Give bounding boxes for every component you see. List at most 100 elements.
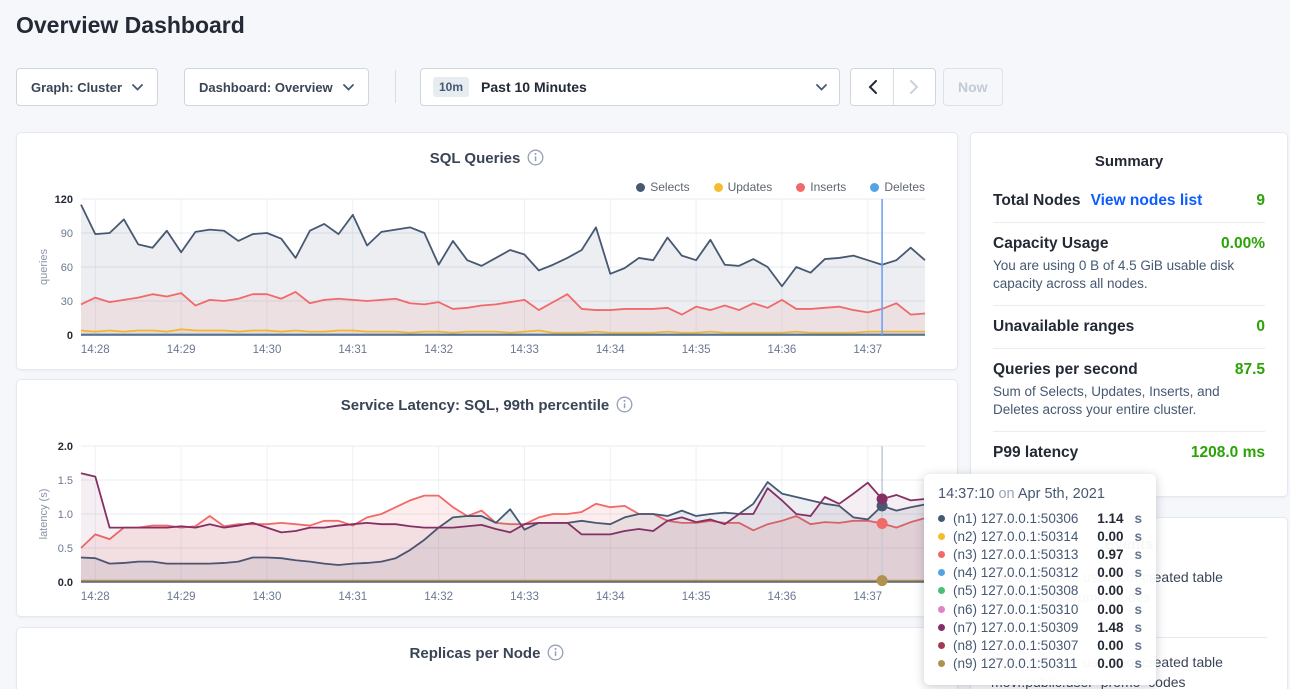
time-prev-button[interactable] <box>851 69 893 105</box>
graph-dropdown[interactable]: Graph: Cluster <box>16 68 159 106</box>
svg-text:14:33: 14:33 <box>510 344 539 356</box>
chevron-left-icon <box>868 80 877 94</box>
node-series-dot-icon <box>938 641 945 649</box>
chart-title-sql-queries: SQL Queries <box>17 149 957 167</box>
tooltip-node-row: (n5) 127.0.0.1:50308 0.00 s <box>938 582 1142 600</box>
node-address: (n8) 127.0.0.1:50307 <box>953 637 1079 653</box>
summary-row: P99 latency 1208.0 ms <box>993 431 1265 474</box>
legend-item-inserts[interactable]: Inserts <box>796 180 846 194</box>
tooltip-node-row: (n1) 127.0.0.1:50306 1.14 s <box>938 509 1142 527</box>
svg-text:14:34: 14:34 <box>596 591 625 603</box>
summary-row-note: Sum of Selects, Updates, Inserts, and De… <box>993 384 1220 417</box>
svg-text:14:31: 14:31 <box>338 344 367 356</box>
summary-row-value: 87.5 <box>1234 361 1265 378</box>
svg-text:14:37: 14:37 <box>853 344 882 356</box>
now-button: Now <box>943 68 1003 106</box>
svg-text:1.5: 1.5 <box>58 475 73 487</box>
svg-text:14:34: 14:34 <box>596 344 625 356</box>
legend-item-selects[interactable]: Selects <box>636 180 690 194</box>
svg-text:30: 30 <box>61 296 73 308</box>
summary-row-label: Total Nodes <box>993 192 1081 209</box>
summary-row-label: Queries per second <box>993 361 1138 378</box>
summary-row: Capacity Usage 0.00% You are using 0 B o… <box>993 222 1265 305</box>
svg-text:14:30: 14:30 <box>253 591 282 603</box>
node-latency-unit: s <box>1134 510 1142 526</box>
svg-text:14:31: 14:31 <box>338 591 367 603</box>
summary-row-value: 0.00% <box>1221 235 1265 252</box>
tooltip-rows: (n1) 127.0.0.1:50306 1.14 s (n2) 127.0.0… <box>938 509 1142 673</box>
svg-text:14:28: 14:28 <box>81 344 110 356</box>
time-range-picker[interactable]: 10m Past 10 Minutes <box>420 68 840 106</box>
tooltip-node-row: (n8) 127.0.0.1:50307 0.00 s <box>938 636 1142 654</box>
page-title: Overview Dashboard <box>16 12 245 38</box>
chevron-right-icon <box>910 80 919 94</box>
svg-text:14:32: 14:32 <box>424 344 453 356</box>
summary-row-note: You are using 0 B of 4.5 GiB usable disk… <box>993 258 1235 291</box>
svg-text:queries: queries <box>38 248 50 285</box>
node-address: (n6) 127.0.0.1:50310 <box>953 601 1079 617</box>
tooltip-node-row: (n9) 127.0.0.1:50311 0.00 s <box>938 655 1142 673</box>
info-icon[interactable] <box>616 396 633 413</box>
time-next-button <box>893 69 935 105</box>
tooltip-node-row: (n2) 127.0.0.1:50314 0.00 s <box>938 527 1142 545</box>
node-address: (n2) 127.0.0.1:50314 <box>953 528 1079 544</box>
svg-text:14:33: 14:33 <box>510 591 539 603</box>
node-series-dot-icon <box>938 569 945 577</box>
tooltip-node-row: (n4) 127.0.0.1:50312 0.00 s <box>938 564 1142 582</box>
dashboard-dropdown-label: Dashboard: Overview <box>199 79 333 95</box>
dashboard-dropdown[interactable]: Dashboard: Overview <box>184 68 369 106</box>
svg-text:0.5: 0.5 <box>58 543 73 555</box>
node-series-dot-icon <box>938 587 945 595</box>
node-series-dot-icon <box>938 550 945 558</box>
summary-rows: Total Nodes View nodes list 9 Capacity U… <box>971 180 1287 474</box>
summary-row: Total Nodes View nodes list 9 <box>993 180 1265 222</box>
graph-dropdown-label: Graph: Cluster <box>31 79 123 95</box>
legend-item-deletes[interactable]: Deletes <box>870 180 925 194</box>
node-latency-value: 0.97 <box>1097 546 1124 562</box>
node-latency-value: 0.00 <box>1097 528 1124 544</box>
service-latency-chart[interactable]: 14:28 14:29 14:30 14:31 14:32 14:33 14:34 14:35… <box>35 436 955 608</box>
node-series-dot-icon <box>938 532 945 540</box>
summary-row: Queries per second 87.5 Sum of Selects, … <box>993 348 1265 431</box>
svg-text:14:28: 14:28 <box>81 591 110 603</box>
summary-row-label: Unavailable ranges <box>993 318 1135 335</box>
toolbar-divider <box>395 70 396 103</box>
svg-text:1.0: 1.0 <box>58 509 73 521</box>
tooltip-node-row: (n3) 127.0.0.1:50313 0.97 s <box>938 545 1142 563</box>
node-latency-unit: s <box>1134 565 1142 581</box>
svg-text:0: 0 <box>67 330 73 342</box>
svg-text:14:35: 14:35 <box>682 591 711 603</box>
svg-text:2.0: 2.0 <box>58 441 73 453</box>
svg-text:14:30: 14:30 <box>253 344 282 356</box>
svg-text:120: 120 <box>55 194 73 206</box>
node-latency-value: 1.14 <box>1097 510 1124 526</box>
node-latency-unit: s <box>1134 637 1142 653</box>
svg-text:14:29: 14:29 <box>167 591 196 603</box>
inserts-dot-icon <box>796 182 806 192</box>
service-latency-panel: Service Latency: SQL, 99th percentile 14… <box>16 379 958 617</box>
node-latency-value: 0.00 <box>1097 565 1124 581</box>
info-icon[interactable] <box>527 149 544 166</box>
node-series-dot-icon <box>938 514 945 522</box>
node-address: (n1) 127.0.0.1:50306 <box>953 510 1079 526</box>
tooltip-node-row: (n6) 127.0.0.1:50310 0.00 s <box>938 600 1142 618</box>
chart-title-replicas: Replicas per Node <box>17 644 957 662</box>
node-address: (n3) 127.0.0.1:50313 <box>953 546 1079 562</box>
chart-legend: Selects Updates Inserts Deletes <box>636 180 925 194</box>
node-latency-unit: s <box>1134 601 1142 617</box>
node-address: (n9) 127.0.0.1:50311 <box>953 656 1078 672</box>
node-address: (n5) 127.0.0.1:50308 <box>953 583 1079 599</box>
node-address: (n4) 127.0.0.1:50312 <box>953 565 1079 581</box>
view-nodes-link[interactable]: View nodes list <box>1090 192 1203 209</box>
node-series-dot-icon <box>938 660 945 668</box>
node-latency-value: 0.00 <box>1097 583 1124 599</box>
sql-queries-chart[interactable]: 14:28 14:29 14:30 14:31 14:32 14:33 14:34 14:35… <box>35 189 955 361</box>
svg-text:14:36: 14:36 <box>768 344 797 356</box>
node-latency-value: 0.00 <box>1097 656 1124 672</box>
svg-text:latency (s): latency (s) <box>38 489 50 540</box>
legend-item-updates[interactable]: Updates <box>713 180 772 194</box>
time-range-label: Past 10 Minutes <box>481 79 587 95</box>
node-latency-unit: s <box>1134 656 1142 672</box>
info-icon[interactable] <box>547 644 564 661</box>
